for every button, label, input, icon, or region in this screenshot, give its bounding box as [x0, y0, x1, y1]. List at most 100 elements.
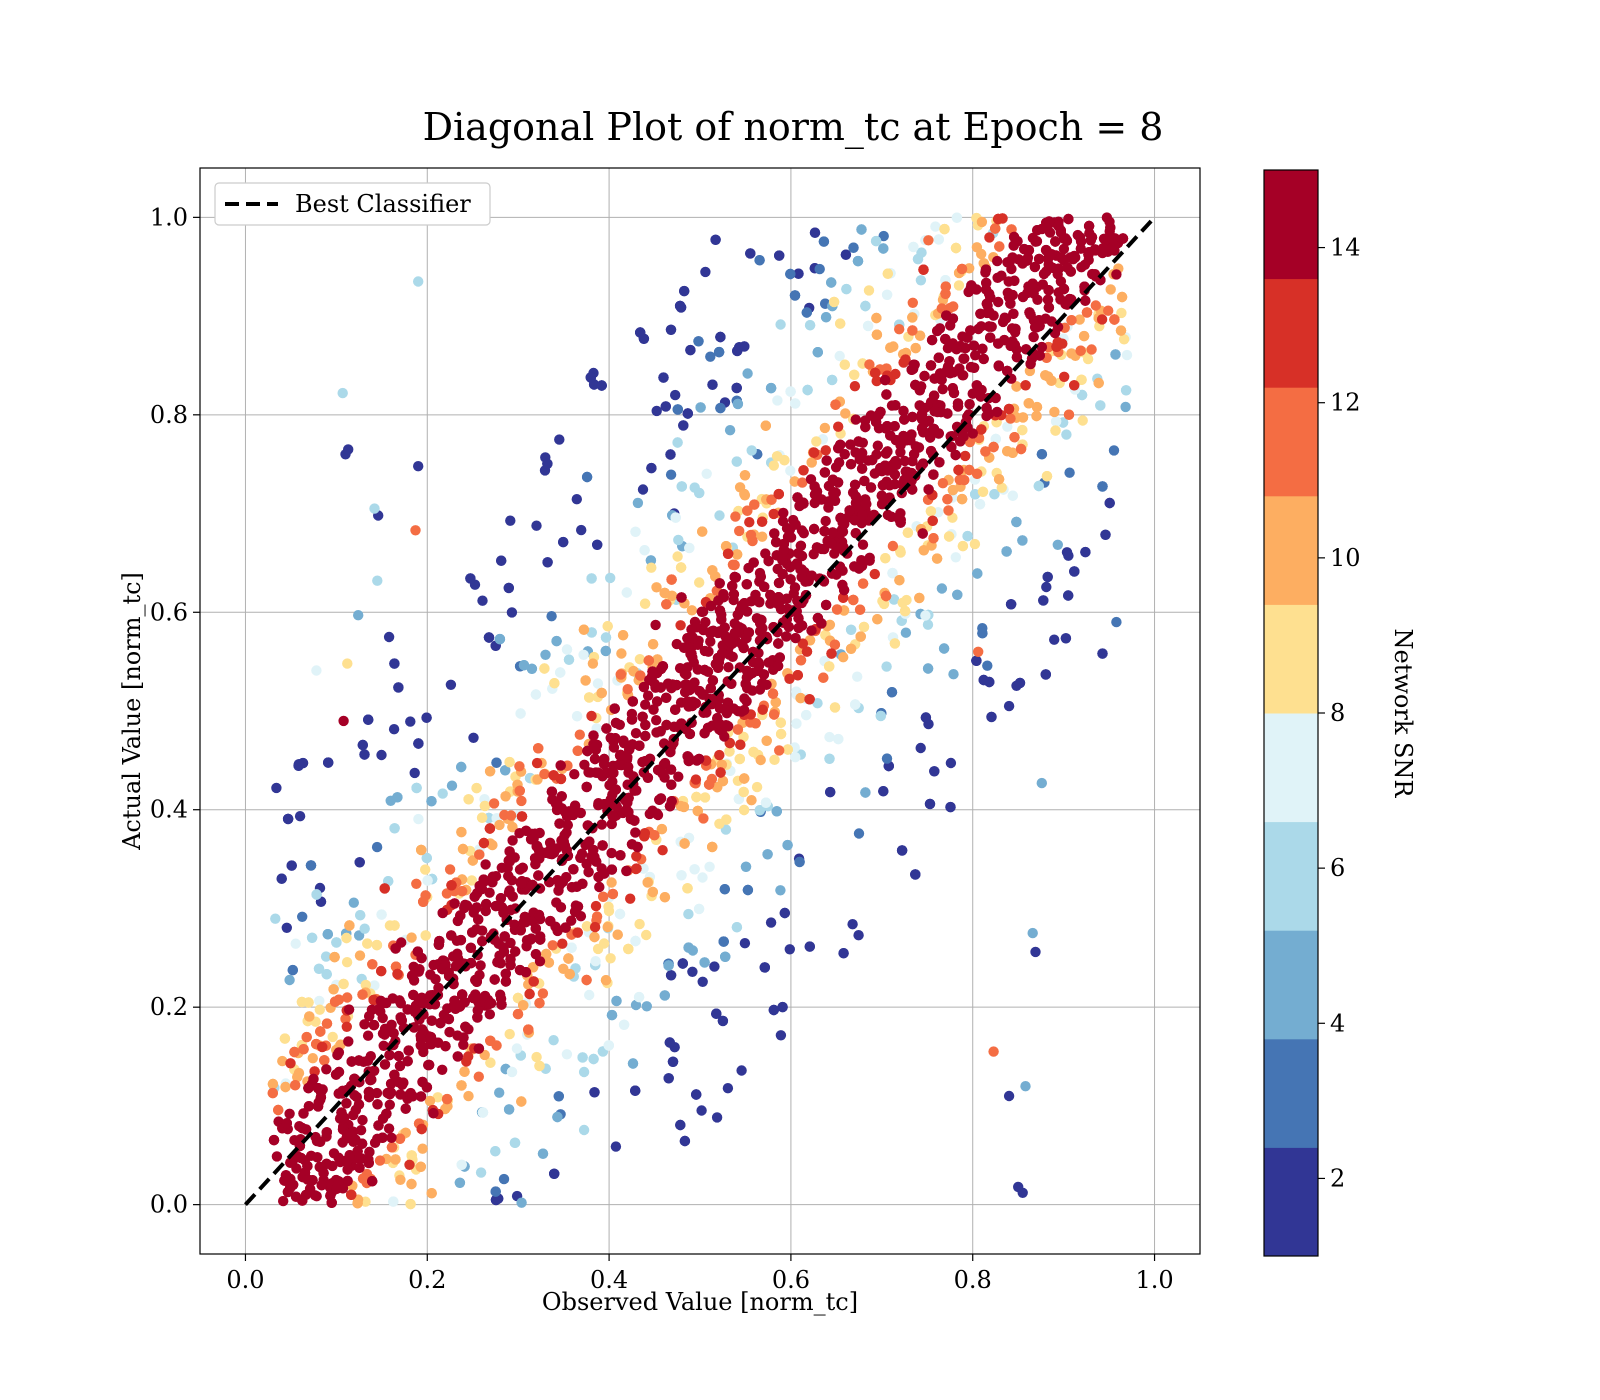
scatter-point [933, 352, 944, 363]
scatter-point [855, 449, 866, 460]
scatter-point [696, 606, 708, 617]
scatter-point [589, 931, 600, 943]
scatter-point [812, 347, 823, 358]
scatter-point [375, 995, 387, 1007]
scatter-point [420, 890, 431, 901]
scatter-point [416, 1123, 427, 1135]
colorbar-tick-label: 6 [1330, 854, 1345, 882]
scatter-point [338, 715, 349, 727]
scatter-point [689, 864, 700, 875]
scatter-point [841, 283, 852, 295]
scatter-point [808, 523, 820, 535]
scatter-point [402, 1056, 413, 1067]
scatter-point [591, 911, 603, 922]
scatter-point [1057, 338, 1068, 349]
scatter-point [744, 517, 755, 528]
scatter-point [1011, 516, 1022, 528]
scatter-point [739, 693, 750, 704]
scatter-point [795, 540, 807, 551]
scatter-point [302, 1174, 313, 1185]
scatter-point [341, 1021, 352, 1032]
scatter-point [890, 368, 901, 380]
scatter-point [1121, 349, 1133, 361]
scatter-point [446, 930, 457, 941]
scatter-point [657, 768, 668, 779]
scatter-point [916, 409, 928, 420]
scatter-point [322, 929, 333, 940]
scatter-point [618, 735, 629, 746]
scatter-point [308, 1073, 319, 1085]
scatter-point [403, 1045, 414, 1056]
scatter-point [298, 1044, 309, 1055]
scatter-point [583, 866, 594, 878]
scatter-point [647, 666, 658, 677]
scatter-point [795, 692, 806, 704]
scatter-point [1069, 380, 1080, 391]
scatter-point [1063, 409, 1075, 420]
scatter-point [757, 531, 768, 542]
scatter-point [667, 1056, 679, 1068]
scatter-point [743, 627, 755, 638]
scatter-point [679, 838, 690, 849]
scatter-point [996, 270, 1007, 281]
scatter-point [285, 1058, 296, 1069]
scatter-point [500, 791, 511, 802]
scatter-point [563, 654, 575, 665]
scatter-point [928, 423, 940, 435]
scatter-point [610, 784, 621, 795]
scatter-point [477, 936, 488, 947]
scatter-point [484, 887, 495, 898]
scatter-point [478, 837, 490, 849]
scatter-point [475, 1167, 487, 1178]
scatter-point [484, 1009, 495, 1020]
scatter-point [736, 1065, 747, 1076]
scatter-point [611, 995, 622, 1007]
scatter-point [845, 439, 856, 450]
scatter-point [349, 1073, 360, 1085]
scatter-point [829, 702, 841, 713]
scatter-point [1036, 223, 1048, 235]
scatter-point [889, 421, 900, 432]
scatter-point [819, 467, 831, 478]
scatter-point [834, 350, 845, 362]
scatter-point [341, 957, 353, 968]
scatter-point [694, 577, 705, 588]
scatter-point [880, 590, 892, 602]
scatter-point [284, 1108, 295, 1120]
scatter-point [740, 861, 752, 872]
scatter-point [838, 948, 849, 959]
scatter-point [864, 555, 875, 566]
scatter-point [697, 976, 708, 987]
scatter-point [443, 1013, 455, 1025]
scatter-point [1115, 325, 1127, 336]
scatter-point [714, 510, 725, 521]
scatter-point [684, 542, 695, 554]
scatter-point [610, 1141, 622, 1152]
scatter-point [452, 1051, 463, 1062]
scatter-point [534, 845, 545, 856]
scatter-point [402, 1004, 413, 1015]
scatter-point [456, 1159, 467, 1171]
scatter-point [768, 709, 780, 720]
scatter-point [1105, 222, 1116, 233]
scatter-point [560, 922, 571, 933]
scatter-point [670, 704, 681, 715]
scatter-point [962, 530, 973, 542]
scatter-point [759, 581, 770, 592]
scatter-point [424, 1095, 436, 1107]
scatter-point [687, 632, 699, 644]
scatter-point [581, 921, 593, 932]
scatter-point [1075, 345, 1086, 356]
scatter-point [757, 678, 768, 689]
scatter-point [672, 551, 683, 562]
scatter-point [682, 883, 693, 894]
scatter-point [742, 368, 753, 379]
scatter-point [379, 1059, 391, 1070]
scatter-point [400, 1103, 411, 1114]
scatter-point [446, 880, 457, 891]
scatter-point [578, 649, 589, 660]
scatter-point [516, 878, 527, 889]
scatter-point [826, 374, 838, 386]
scatter-point [1003, 700, 1015, 712]
scatter-point [881, 289, 893, 300]
